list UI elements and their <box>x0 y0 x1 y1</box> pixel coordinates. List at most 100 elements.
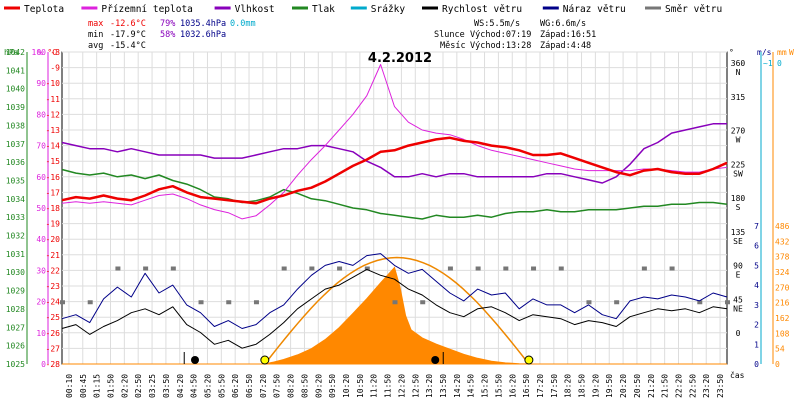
time-tick-label: 01:15 <box>93 374 102 398</box>
dir-tick-label: 45 <box>733 295 743 304</box>
moonset-time: Západ:4:48 <box>540 41 591 51</box>
time-tick-label: 08:50 <box>300 374 309 398</box>
ms-tick-label: 6 <box>754 242 759 251</box>
moonset-marker <box>191 356 199 364</box>
compass-label: E <box>736 271 741 280</box>
sunset-time: Západ:16:51 <box>540 30 596 40</box>
sunset-marker <box>524 355 534 365</box>
ms-tick-label: 5 <box>754 261 759 270</box>
pct-tick-label: 20 <box>36 298 46 307</box>
stat-max-temp: -12.6°C <box>110 19 146 29</box>
time-tick-label: 04:50 <box>190 374 199 398</box>
degc-tick-label: -8 <box>50 48 60 57</box>
time-tick-label: 02:20 <box>120 374 129 398</box>
time-tick-label: 08:20 <box>287 374 296 398</box>
pct-tick-label: 100 <box>32 48 47 57</box>
legend-label: Srážky <box>371 4 406 15</box>
compass-label: NE <box>733 304 743 313</box>
time-tick-label: 20:20 <box>619 374 628 398</box>
ms-tick-label: 4 <box>754 281 759 290</box>
humidity-line <box>61 123 727 184</box>
hpa-tick-label: 1026 <box>6 342 25 351</box>
time-tick-label: 05:20 <box>203 374 212 398</box>
pct-axis-label: % <box>38 48 43 57</box>
stat-max-label: max <box>88 19 103 29</box>
ms-tick-label: 7 <box>754 222 759 231</box>
pct-tick-label: 30 <box>36 266 46 275</box>
time-tick-label: 00:45 <box>79 374 88 398</box>
hpa-tick-label: 1029 <box>6 287 25 296</box>
compass-label: SE <box>733 237 743 246</box>
time-tick-label: 03:25 <box>148 374 157 398</box>
time-tick-label: 22:20 <box>675 374 684 398</box>
stat-min-humidity: 58% <box>160 30 175 40</box>
wind-speed-info: WS:5.5m/s <box>474 19 520 29</box>
moonrise-time: Východ:13:28 <box>470 41 531 51</box>
degc-tick-label: -16 <box>46 173 61 182</box>
hpa-tick-label: 1035 <box>6 176 25 185</box>
wind-direction-point <box>309 266 315 271</box>
legend-label: Rychlost větru <box>442 4 522 15</box>
time-tick-label: 20:50 <box>633 374 642 398</box>
wind-direction-point <box>725 300 730 305</box>
time-tick-label: 18:20 <box>564 374 573 398</box>
wind-direction-point <box>364 266 370 271</box>
time-tick-label: 10:20 <box>342 374 351 398</box>
wind-direction-point <box>87 300 93 305</box>
solar-radiation-area <box>62 266 727 365</box>
time-tick-label: 23:50 <box>716 374 725 398</box>
time-tick-label: 16:20 <box>508 374 517 398</box>
legend-label: Teplota <box>24 4 64 15</box>
time-tick-label: 02:50 <box>134 374 143 398</box>
wind-gust-info: WG:6.6m/s <box>540 19 586 29</box>
time-tick-label: 05:50 <box>217 374 226 398</box>
wm2-tick-label: 324 <box>775 268 790 277</box>
degc-tick-label: -17 <box>46 188 61 197</box>
dir-axis-label: ° <box>729 48 734 57</box>
wind-direction-point <box>558 266 564 271</box>
hpa-tick-label: 1033 <box>6 213 25 222</box>
hpa-tick-label: 1040 <box>6 85 25 94</box>
time-tick-label: 06:50 <box>245 374 254 398</box>
degc-tick-label: -14 <box>46 142 61 151</box>
wind-direction-point <box>281 266 287 271</box>
time-tick-label: 15:20 <box>481 374 490 398</box>
time-tick-label: 07:20 <box>259 374 268 398</box>
wind-direction-point <box>143 266 149 271</box>
pct-tick-label: 50 <box>36 204 46 213</box>
ms-tick-label: 3 <box>754 301 759 310</box>
wm2-tick-label: 486 <box>775 222 790 231</box>
wm2-tick-label: 216 <box>775 299 790 308</box>
wm2-tick-label: 54 <box>775 345 785 354</box>
moon-label: Měsíc <box>440 41 466 51</box>
dir-tick-label: 225 <box>731 160 746 169</box>
wind-direction-point <box>641 266 647 271</box>
degc-tick-label: -13 <box>46 126 61 135</box>
stat-max-rain: 0.0mm <box>230 19 256 29</box>
degc-tick-label: -12 <box>46 110 61 119</box>
wind-direction-point <box>60 300 65 305</box>
time-tick-label: 11:50 <box>384 374 393 398</box>
dir-tick-label: 0 <box>736 329 741 338</box>
legend-label: Přízemní teplota <box>101 4 193 15</box>
dir-tick-label: 360 <box>731 59 746 68</box>
hpa-tick-label: 1041 <box>6 66 25 75</box>
sunrise-time: Východ:07:19 <box>470 30 531 40</box>
pressure-line <box>61 168 728 220</box>
compass-label: S <box>736 203 741 212</box>
degc-tick-label: -25 <box>46 313 61 322</box>
degc-axis-label: °C <box>47 48 57 57</box>
ground-temperature-line <box>61 64 728 220</box>
time-tick-label: 11:20 <box>370 374 379 398</box>
time-tick-label: 04:20 <box>176 374 185 398</box>
hpa-tick-label: 1037 <box>6 140 25 149</box>
ms-tick-label: 2 <box>754 321 759 330</box>
dir-tick-label: 270 <box>731 127 746 136</box>
time-tick-label: 13:20 <box>425 374 434 398</box>
time-tick-label: 10:50 <box>356 374 365 398</box>
hpa-tick-label: 1030 <box>6 268 25 277</box>
wind-direction-point <box>503 266 509 271</box>
compass-label: W <box>736 136 741 145</box>
degc-tick-label: -28 <box>46 360 61 369</box>
wind-direction-point <box>170 266 176 271</box>
